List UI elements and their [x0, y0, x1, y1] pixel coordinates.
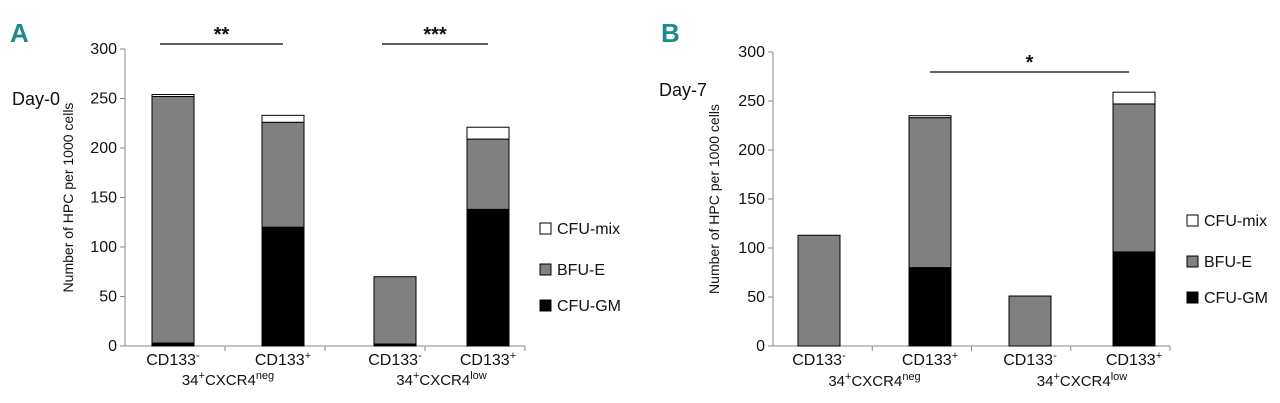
- y-tick-label: 0: [108, 338, 117, 355]
- day-label: Day-0: [12, 89, 60, 109]
- legend-label-bfu-e: BFU-E: [1204, 254, 1252, 271]
- legend-label-bfu-e: BFU-E: [557, 262, 605, 279]
- legend-swatch-bfu-e: [539, 263, 552, 276]
- y-tick-label: 50: [747, 289, 765, 306]
- x-group-label: 34+CXCR4neg: [828, 371, 920, 390]
- legend-label-cfu-mix: CFU-mix: [1204, 213, 1267, 230]
- bar-bfu-e-1: [797, 234, 841, 347]
- bar-bfu-e-4: [1112, 103, 1156, 253]
- x-category-label: CD133+: [902, 350, 958, 369]
- y-axis-label: Number of HPC per 1000 cells: [60, 103, 76, 293]
- y-tick-label: 100: [738, 240, 765, 257]
- significance-stars: **: [214, 24, 230, 46]
- y-axis-label: Number of HPC per 1000 cells: [706, 104, 722, 294]
- x-category-label: CD133-: [368, 350, 422, 369]
- significance-stars: *: [1026, 52, 1034, 74]
- x-group-label: 34+CXCR4neg: [182, 370, 274, 389]
- legend-swatch-cfu-gm: [539, 299, 552, 312]
- bar-cfu-gm-4: [466, 208, 510, 347]
- significance-stars: ***: [423, 24, 447, 46]
- x-category-label: CD133+: [1106, 350, 1162, 369]
- legend-label-cfu-gm: CFU-GM: [557, 298, 621, 315]
- panel-b: B Day-7 Number of HPC per 1000 cells 0 50 100…: [659, 18, 1268, 390]
- bar-cfu-mix-2: [261, 114, 305, 123]
- y-tick-label: 200: [90, 140, 117, 157]
- x-group-label: 34+CXCR4low: [1037, 371, 1128, 390]
- x-category-label: CD133-: [792, 350, 846, 369]
- y-tick-label: 150: [738, 191, 765, 208]
- y-tick-label: 150: [90, 190, 117, 207]
- y-tick-label: 250: [738, 93, 765, 110]
- x-category-label: CD133-: [1003, 350, 1057, 369]
- legend-swatch-cfu-gm: [1186, 291, 1199, 304]
- bar-cfu-gm-4: [1112, 251, 1156, 347]
- legend-swatch-cfu-mix: [539, 222, 552, 235]
- bar-cfu-mix-4: [1112, 91, 1156, 105]
- y-tick-label: 200: [738, 142, 765, 159]
- y-tick-label: 0: [756, 338, 765, 355]
- bar-cfu-gm-2: [261, 226, 305, 347]
- y-tick-label: 50: [99, 289, 117, 306]
- x-category-label: CD133+: [255, 350, 311, 369]
- bar-bfu-e-4: [466, 138, 510, 210]
- bar-cfu-mix-2: [908, 115, 952, 119]
- bar-cfu-mix-4: [466, 126, 510, 140]
- y-tick-label: 300: [90, 41, 117, 58]
- bar-bfu-e-3: [373, 276, 417, 345]
- x-group-label: 34+CXCR4low: [396, 370, 487, 389]
- legend-label-cfu-gm: CFU-GM: [1204, 290, 1268, 307]
- bar-bfu-e-2: [261, 121, 305, 228]
- y-tick-label: 250: [90, 91, 117, 108]
- bar-bfu-e-1: [151, 96, 195, 344]
- bar-cfu-mix-1: [151, 94, 195, 98]
- x-category-label: CD133-: [146, 350, 200, 369]
- bar-bfu-e-2: [908, 117, 952, 269]
- day-label: Day-7: [659, 80, 707, 100]
- y-tick-label: 300: [738, 44, 765, 61]
- legend-label-cfu-mix: CFU-mix: [557, 221, 620, 238]
- bar-cfu-gm-2: [908, 267, 952, 347]
- bar-bfu-e-3: [1008, 295, 1052, 347]
- panel-letter: B: [661, 18, 680, 48]
- legend-swatch-bfu-e: [1186, 255, 1199, 268]
- legend-swatch-cfu-mix: [1186, 214, 1199, 227]
- y-tick-label: 100: [90, 239, 117, 256]
- x-category-label: CD133+: [460, 350, 516, 369]
- panel-letter: A: [10, 18, 29, 48]
